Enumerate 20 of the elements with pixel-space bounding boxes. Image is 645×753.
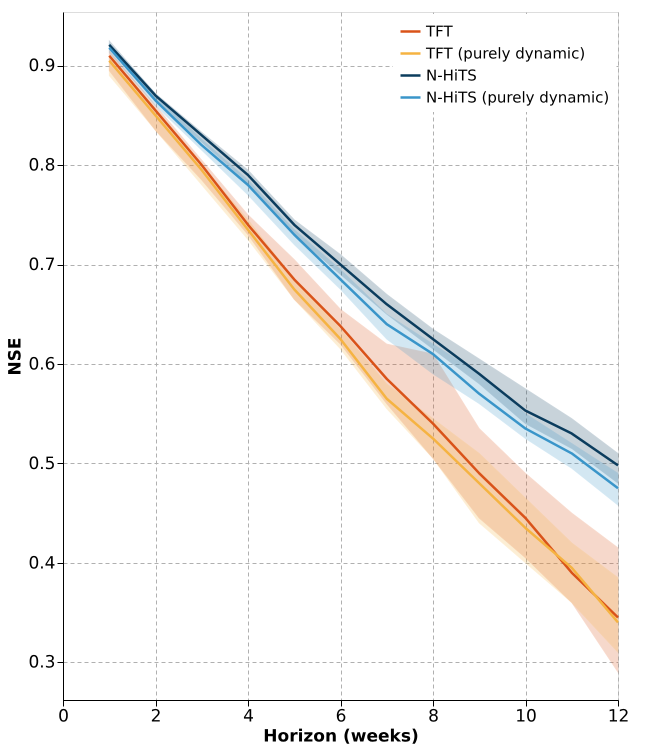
legend-label: N-HiTS (purely dynamic) — [426, 88, 610, 106]
x-axis-title: Horizon (weeks) — [263, 726, 419, 746]
x-tick-label: 8 — [428, 706, 439, 726]
legend-label: TFT — [425, 22, 454, 40]
y-tick-label: 0.4 — [28, 553, 56, 574]
y-tick-label: 0.7 — [28, 255, 56, 276]
x-tick-label: 4 — [243, 706, 254, 726]
y-tick-label: 0.9 — [28, 56, 56, 76]
x-tick-label: 6 — [336, 706, 346, 726]
y-tick-label: 0.3 — [28, 652, 56, 673]
y-tick-label: 0.5 — [28, 454, 56, 474]
x-tick-label: 0 — [58, 706, 69, 726]
legend-label: TFT (purely dynamic) — [425, 44, 586, 62]
y-tick-label: 0.6 — [28, 354, 56, 374]
x-tick-label: 12 — [608, 706, 630, 726]
x-tick-label: 10 — [515, 706, 537, 726]
x-tick-label: 2 — [150, 706, 162, 726]
y-axis-title: NSE — [5, 337, 26, 376]
legend-label: N-HiTS — [426, 66, 477, 84]
y-tick-label: 0.8 — [28, 156, 56, 176]
